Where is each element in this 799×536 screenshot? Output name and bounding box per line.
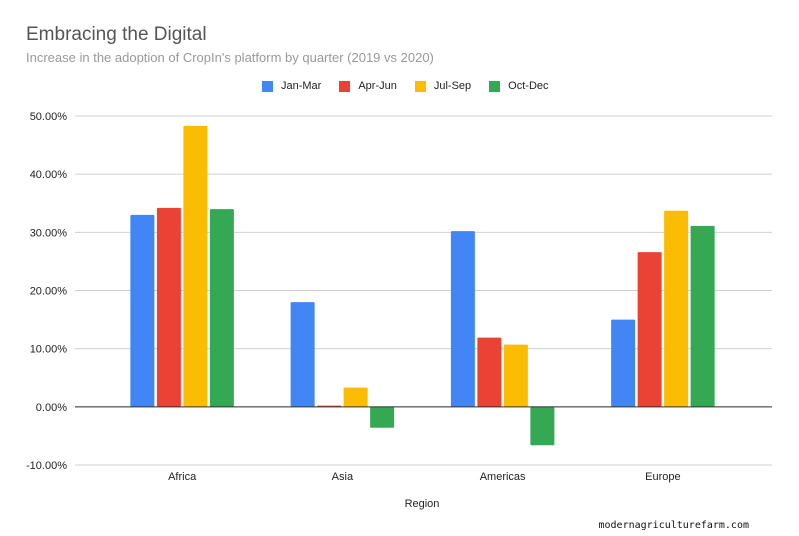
x-tick-label: Africa [168, 471, 197, 483]
x-axis-title: Region [405, 498, 440, 510]
legend-item[interactable]: Oct-Dec [489, 80, 549, 92]
y-tick-label: -10.00% [26, 460, 67, 472]
bar [530, 406, 555, 446]
y-tick-label: 20.00% [30, 286, 68, 298]
legend-label: Oct-Dec [508, 80, 549, 92]
bar [664, 210, 689, 407]
chart-subtitle: Increase in the adoption of CropIn's pla… [26, 50, 434, 65]
y-tick-label: 10.00% [30, 344, 68, 356]
y-tick-label: 30.00% [30, 227, 68, 239]
y-tick-label: 0.00% [36, 402, 67, 414]
y-tick-label: 50.00% [30, 111, 68, 123]
x-tick-label: Europe [645, 471, 680, 483]
bar [156, 207, 181, 407]
bar [209, 209, 234, 407]
legend-item[interactable]: Jan-Mar [262, 80, 321, 92]
legend-swatch [339, 80, 351, 92]
legend-swatch [489, 80, 501, 92]
bar [450, 231, 475, 407]
x-tick-label: Americas [480, 471, 526, 483]
bar [503, 344, 528, 407]
legend-item[interactable]: Jul-Sep [414, 80, 472, 92]
x-tick-label: Asia [332, 471, 354, 483]
legend-swatch [262, 80, 273, 92]
legend-label: Apr-Jun [358, 80, 397, 92]
y-tick-label: 40.00% [30, 169, 68, 181]
bar [343, 387, 368, 407]
watermark: modernagriculturefarm.com [598, 520, 749, 531]
legend-label: Jan-Mar [281, 80, 322, 92]
bar [690, 225, 715, 407]
chart-title: Embracing the Digital [26, 24, 207, 45]
bar [477, 337, 502, 407]
bar [130, 214, 155, 407]
bar [370, 406, 395, 428]
bar [290, 302, 315, 407]
bar [183, 125, 208, 407]
legend: Jan-Mar Apr-Jun Jul-Sep Oct-Dec [262, 80, 549, 92]
bar [637, 252, 662, 407]
legend-item[interactable]: Apr-Jun [339, 80, 397, 92]
legend-label: Jul-Sep [433, 80, 472, 92]
bar [611, 319, 636, 407]
legend-swatch [414, 80, 426, 92]
